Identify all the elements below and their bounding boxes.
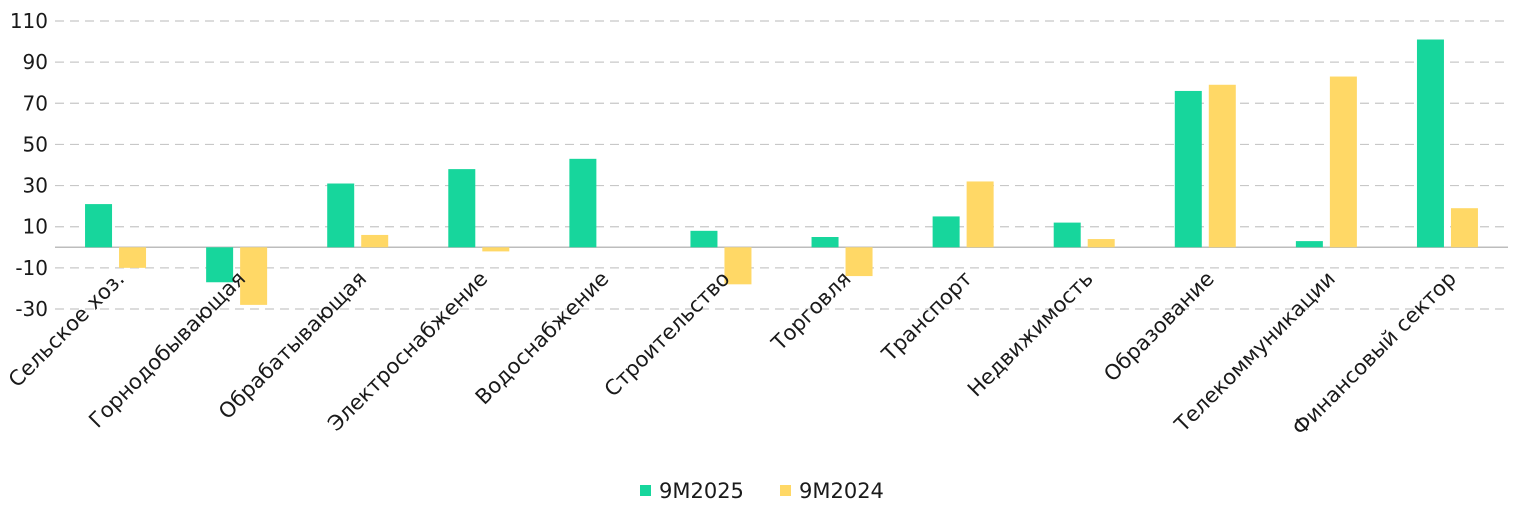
bar-9m2024-8 xyxy=(966,181,994,248)
y-tick-label: 10 xyxy=(23,215,48,239)
y-tick-label: 50 xyxy=(23,132,48,156)
legend: 9M2025 9M2024 xyxy=(640,479,884,503)
y-tick-label: -10 xyxy=(15,256,48,280)
bar-9m2024-1 xyxy=(119,247,147,268)
bar-9m2024-9 xyxy=(1087,239,1115,248)
x-tick-label: Водоснабжение xyxy=(471,267,614,410)
bar-9m2025-8 xyxy=(932,216,960,248)
x-tick-label: Транспорт xyxy=(877,267,977,367)
bar-9m2025-11 xyxy=(1295,241,1323,248)
bar-9m2025-4 xyxy=(448,169,476,248)
bar-9m2025-3 xyxy=(327,183,355,248)
bars xyxy=(85,39,1478,305)
x-tick-label: Строительство xyxy=(600,267,735,402)
bar-9m2025-2 xyxy=(206,247,234,283)
bar-9m2024-12 xyxy=(1450,208,1478,248)
bar-9m2024-6 xyxy=(724,247,752,285)
bar-9m2025-1 xyxy=(85,204,113,248)
bar-9m2024-11 xyxy=(1329,76,1357,248)
bar-9m2025-6 xyxy=(690,230,718,248)
x-tick-label: Образование xyxy=(1099,267,1219,387)
bar-9m2024-3 xyxy=(361,234,389,248)
y-tick-label: -30 xyxy=(15,297,48,321)
y-tick-label: 70 xyxy=(23,91,48,115)
bar-9m2024-2 xyxy=(240,247,268,305)
x-axis-ticks: Сельское хоз.ГорнодобывающаяОбрабатывающ… xyxy=(4,267,1461,440)
x-tick-label: Сельское хоз. xyxy=(4,267,129,392)
bar-9m2025-10 xyxy=(1174,90,1202,248)
bar-9m2025-7 xyxy=(811,237,839,248)
bar-9m2024-10 xyxy=(1208,84,1236,248)
bar-9m2025-9 xyxy=(1053,222,1081,248)
x-tick-label: Недвижимость xyxy=(963,267,1098,402)
legend-item-9m2024: 9M2024 xyxy=(780,479,884,503)
bar-9m2025-12 xyxy=(1416,39,1444,248)
legend-label: 9M2024 xyxy=(799,479,884,503)
legend-swatch xyxy=(640,485,651,496)
x-tick-label: Торговля xyxy=(766,267,855,356)
legend-swatch xyxy=(780,485,791,496)
y-tick-label: 30 xyxy=(23,174,48,198)
legend-item-9m2025: 9M2025 xyxy=(640,479,744,503)
y-tick-label: 110 xyxy=(10,9,48,33)
gridlines xyxy=(55,20,1508,310)
bar-9m2025-5 xyxy=(569,158,597,248)
bar-9m2024-7 xyxy=(845,247,873,277)
y-tick-label: 90 xyxy=(23,50,48,74)
y-axis-ticks: -30 -10 10 30 50 70 90 110 xyxy=(10,9,48,321)
bar-9m2024-4 xyxy=(482,247,510,252)
legend-label: 9M2025 xyxy=(659,479,744,503)
